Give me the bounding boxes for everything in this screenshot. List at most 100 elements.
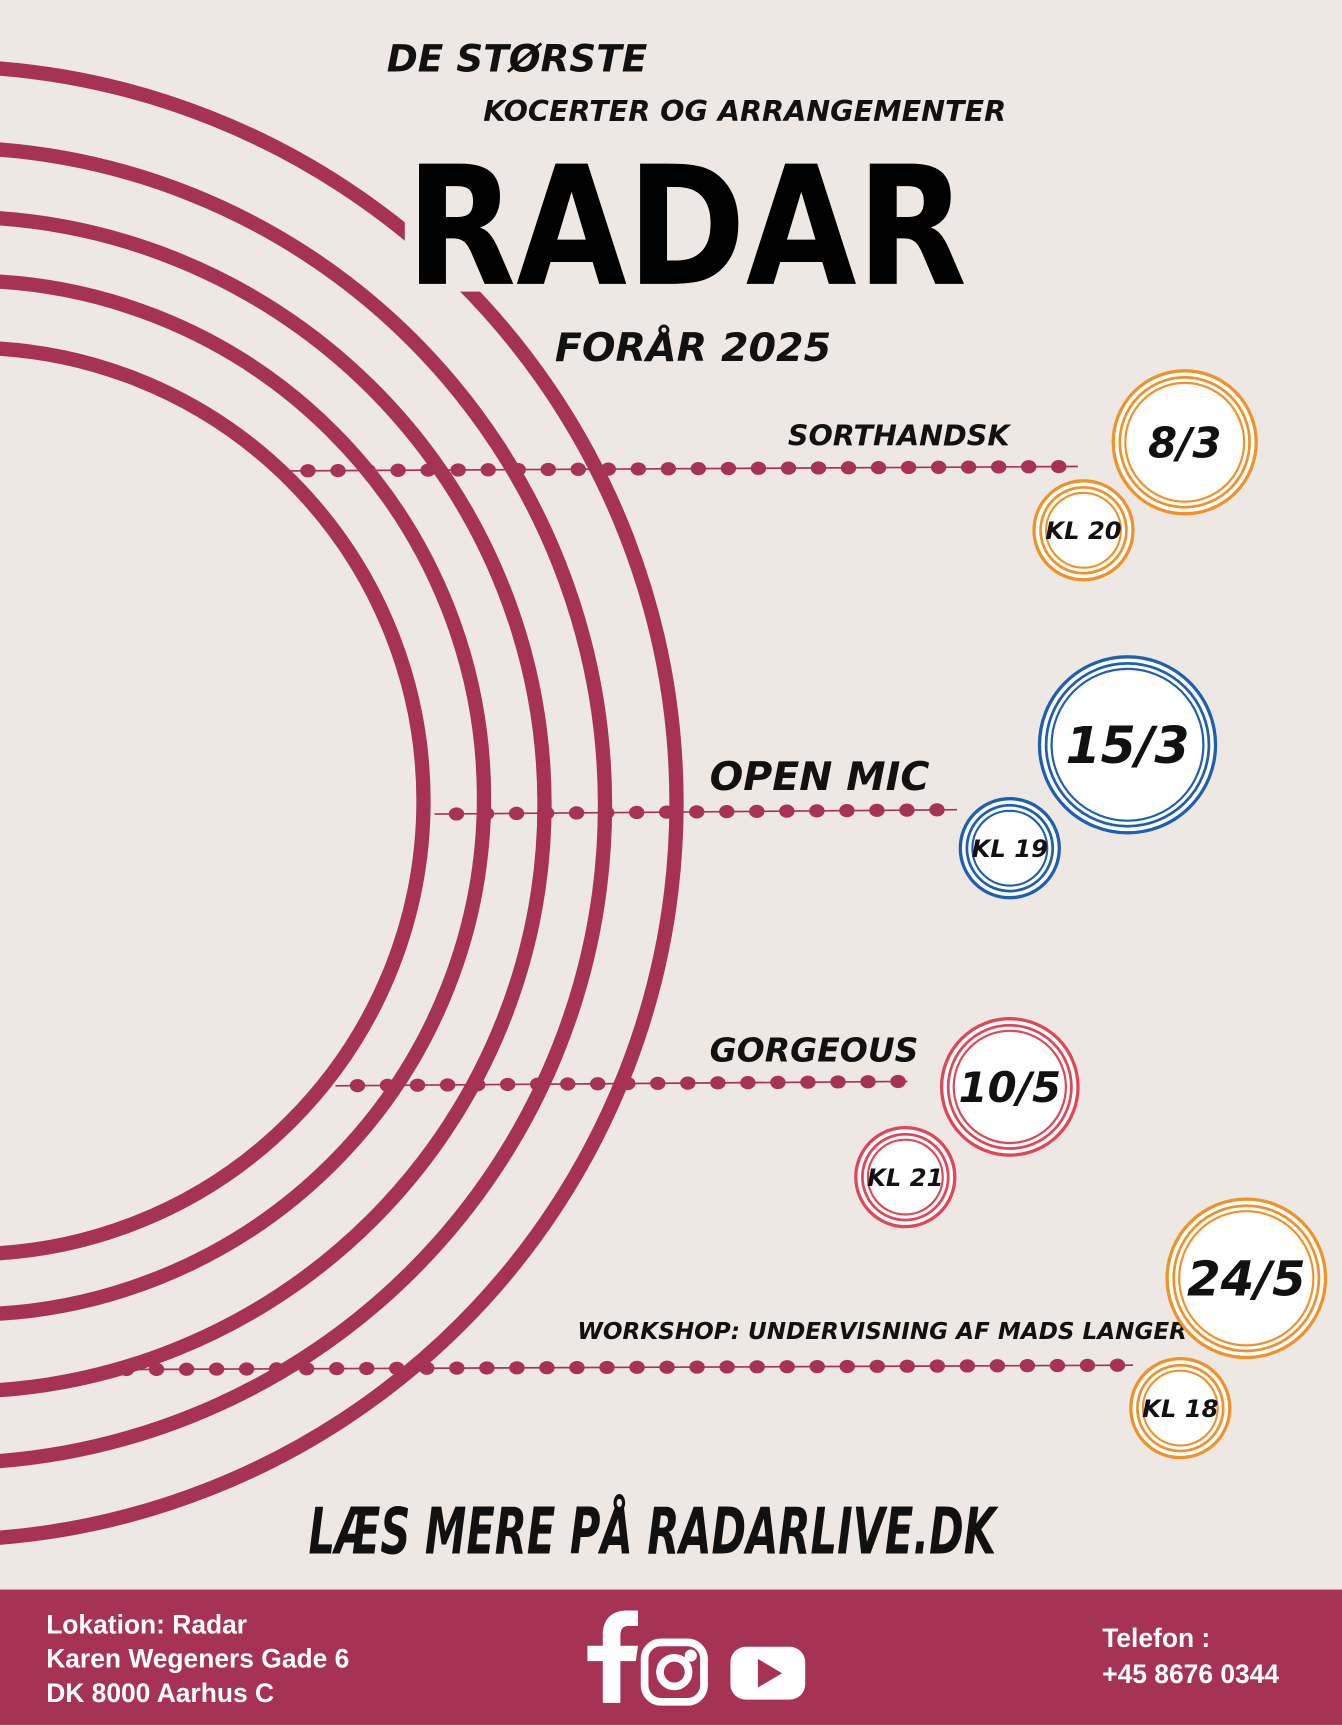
dot — [989, 1359, 1006, 1373]
dot — [1021, 460, 1037, 474]
dot — [809, 804, 825, 818]
dot — [478, 807, 495, 821]
date-badge-ring — [946, 1023, 1073, 1150]
date-badge-ring — [1124, 381, 1246, 503]
arc — [0, 274, 491, 1321]
dot — [600, 462, 616, 476]
dot — [570, 462, 586, 476]
youtube-icon[interactable] — [730, 1646, 806, 1700]
location-line: DK 8000 Aarhus C — [46, 1678, 274, 1708]
dot — [869, 1359, 885, 1373]
dot — [590, 1077, 606, 1091]
dot — [118, 1362, 135, 1377]
time-badge-ring — [965, 803, 1055, 893]
instagram-icon[interactable] — [640, 1638, 708, 1706]
event-name: GORGEOUS — [710, 1031, 919, 1070]
dot — [178, 1362, 195, 1376]
time-badge — [958, 797, 1061, 900]
dot — [439, 1078, 456, 1092]
dot — [1051, 460, 1067, 474]
dot — [448, 807, 465, 821]
dot — [1049, 1358, 1066, 1373]
dot — [719, 1360, 735, 1374]
dot — [1109, 1358, 1126, 1372]
date-badge-ring — [1044, 662, 1211, 828]
dot — [389, 1361, 405, 1375]
dot — [349, 1079, 366, 1093]
event-time: KL 19 — [972, 835, 1048, 863]
dot — [929, 1359, 946, 1373]
date-badge — [939, 1017, 1080, 1157]
events: SORTHANDSK 8/3 KL 20 OPEN MIC 15/3 KL 19 GORGE… — [104, 369, 1328, 1460]
dot — [560, 1077, 576, 1091]
dot — [629, 1360, 645, 1374]
date-badge-ring — [952, 1029, 1067, 1145]
dot — [740, 1076, 756, 1090]
dot — [690, 462, 707, 476]
dot — [780, 461, 797, 475]
event-time: KL 18 — [1142, 1395, 1218, 1423]
event-name: OPEN MIC — [710, 754, 930, 800]
dot — [539, 1361, 555, 1375]
dot — [620, 1076, 636, 1091]
dot — [659, 1360, 675, 1374]
dot — [800, 1075, 816, 1089]
dot — [660, 462, 677, 476]
cta: LÆS MERE PÅ RADARLIVE.DK — [309, 1493, 999, 1569]
time-badge — [854, 1125, 957, 1229]
dot — [680, 1076, 696, 1090]
dot — [830, 1075, 846, 1089]
time-badge-ring — [1045, 491, 1122, 569]
event-time: KL 20 — [1045, 517, 1121, 545]
header-line2: KOCERTER OG ARRANGEMENTER — [483, 94, 1006, 128]
dot — [749, 1360, 765, 1374]
location-line: Karen Wegeners Gade 6 — [46, 1644, 349, 1674]
dot — [238, 1362, 255, 1376]
dot — [659, 805, 675, 819]
dot — [469, 1078, 486, 1092]
facebook-icon[interactable] — [587, 1610, 638, 1703]
logo: RADAR — [406, 131, 967, 323]
dot — [929, 803, 945, 817]
dot — [990, 460, 1007, 474]
time-badge-ring — [866, 1138, 944, 1216]
dot — [810, 461, 827, 475]
time-badge-ring — [861, 1132, 950, 1222]
dot — [268, 1362, 285, 1376]
dot — [628, 805, 645, 819]
dot — [689, 1360, 705, 1374]
arc — [0, 341, 431, 1261]
dot — [809, 1359, 825, 1374]
event-date: 24/5 — [1187, 1252, 1306, 1308]
dot — [689, 805, 705, 819]
dot — [720, 461, 737, 476]
dot — [529, 1077, 546, 1091]
date-badge-ring — [1050, 667, 1205, 822]
dot — [599, 1360, 615, 1375]
arc — [0, 142, 612, 1469]
arc — [0, 61, 684, 1545]
dot — [419, 1361, 435, 1375]
season: FORÅR 2025 — [555, 325, 831, 371]
time-badge-ring — [1039, 486, 1128, 575]
dot — [900, 460, 917, 475]
dot — [148, 1362, 165, 1376]
dot — [779, 804, 795, 818]
dot — [330, 464, 346, 478]
dot — [719, 805, 735, 819]
dot — [840, 461, 857, 475]
date-badge — [1111, 369, 1258, 516]
dot — [839, 1359, 855, 1374]
dot — [568, 806, 585, 820]
dot — [869, 803, 885, 817]
dot — [959, 1359, 976, 1373]
dot — [538, 806, 555, 820]
dot — [509, 1361, 525, 1375]
date-badge-ring — [1178, 1210, 1315, 1347]
dot — [930, 460, 947, 474]
dot — [890, 1074, 906, 1089]
date-badge-ring — [1118, 376, 1251, 509]
dot — [870, 461, 887, 475]
